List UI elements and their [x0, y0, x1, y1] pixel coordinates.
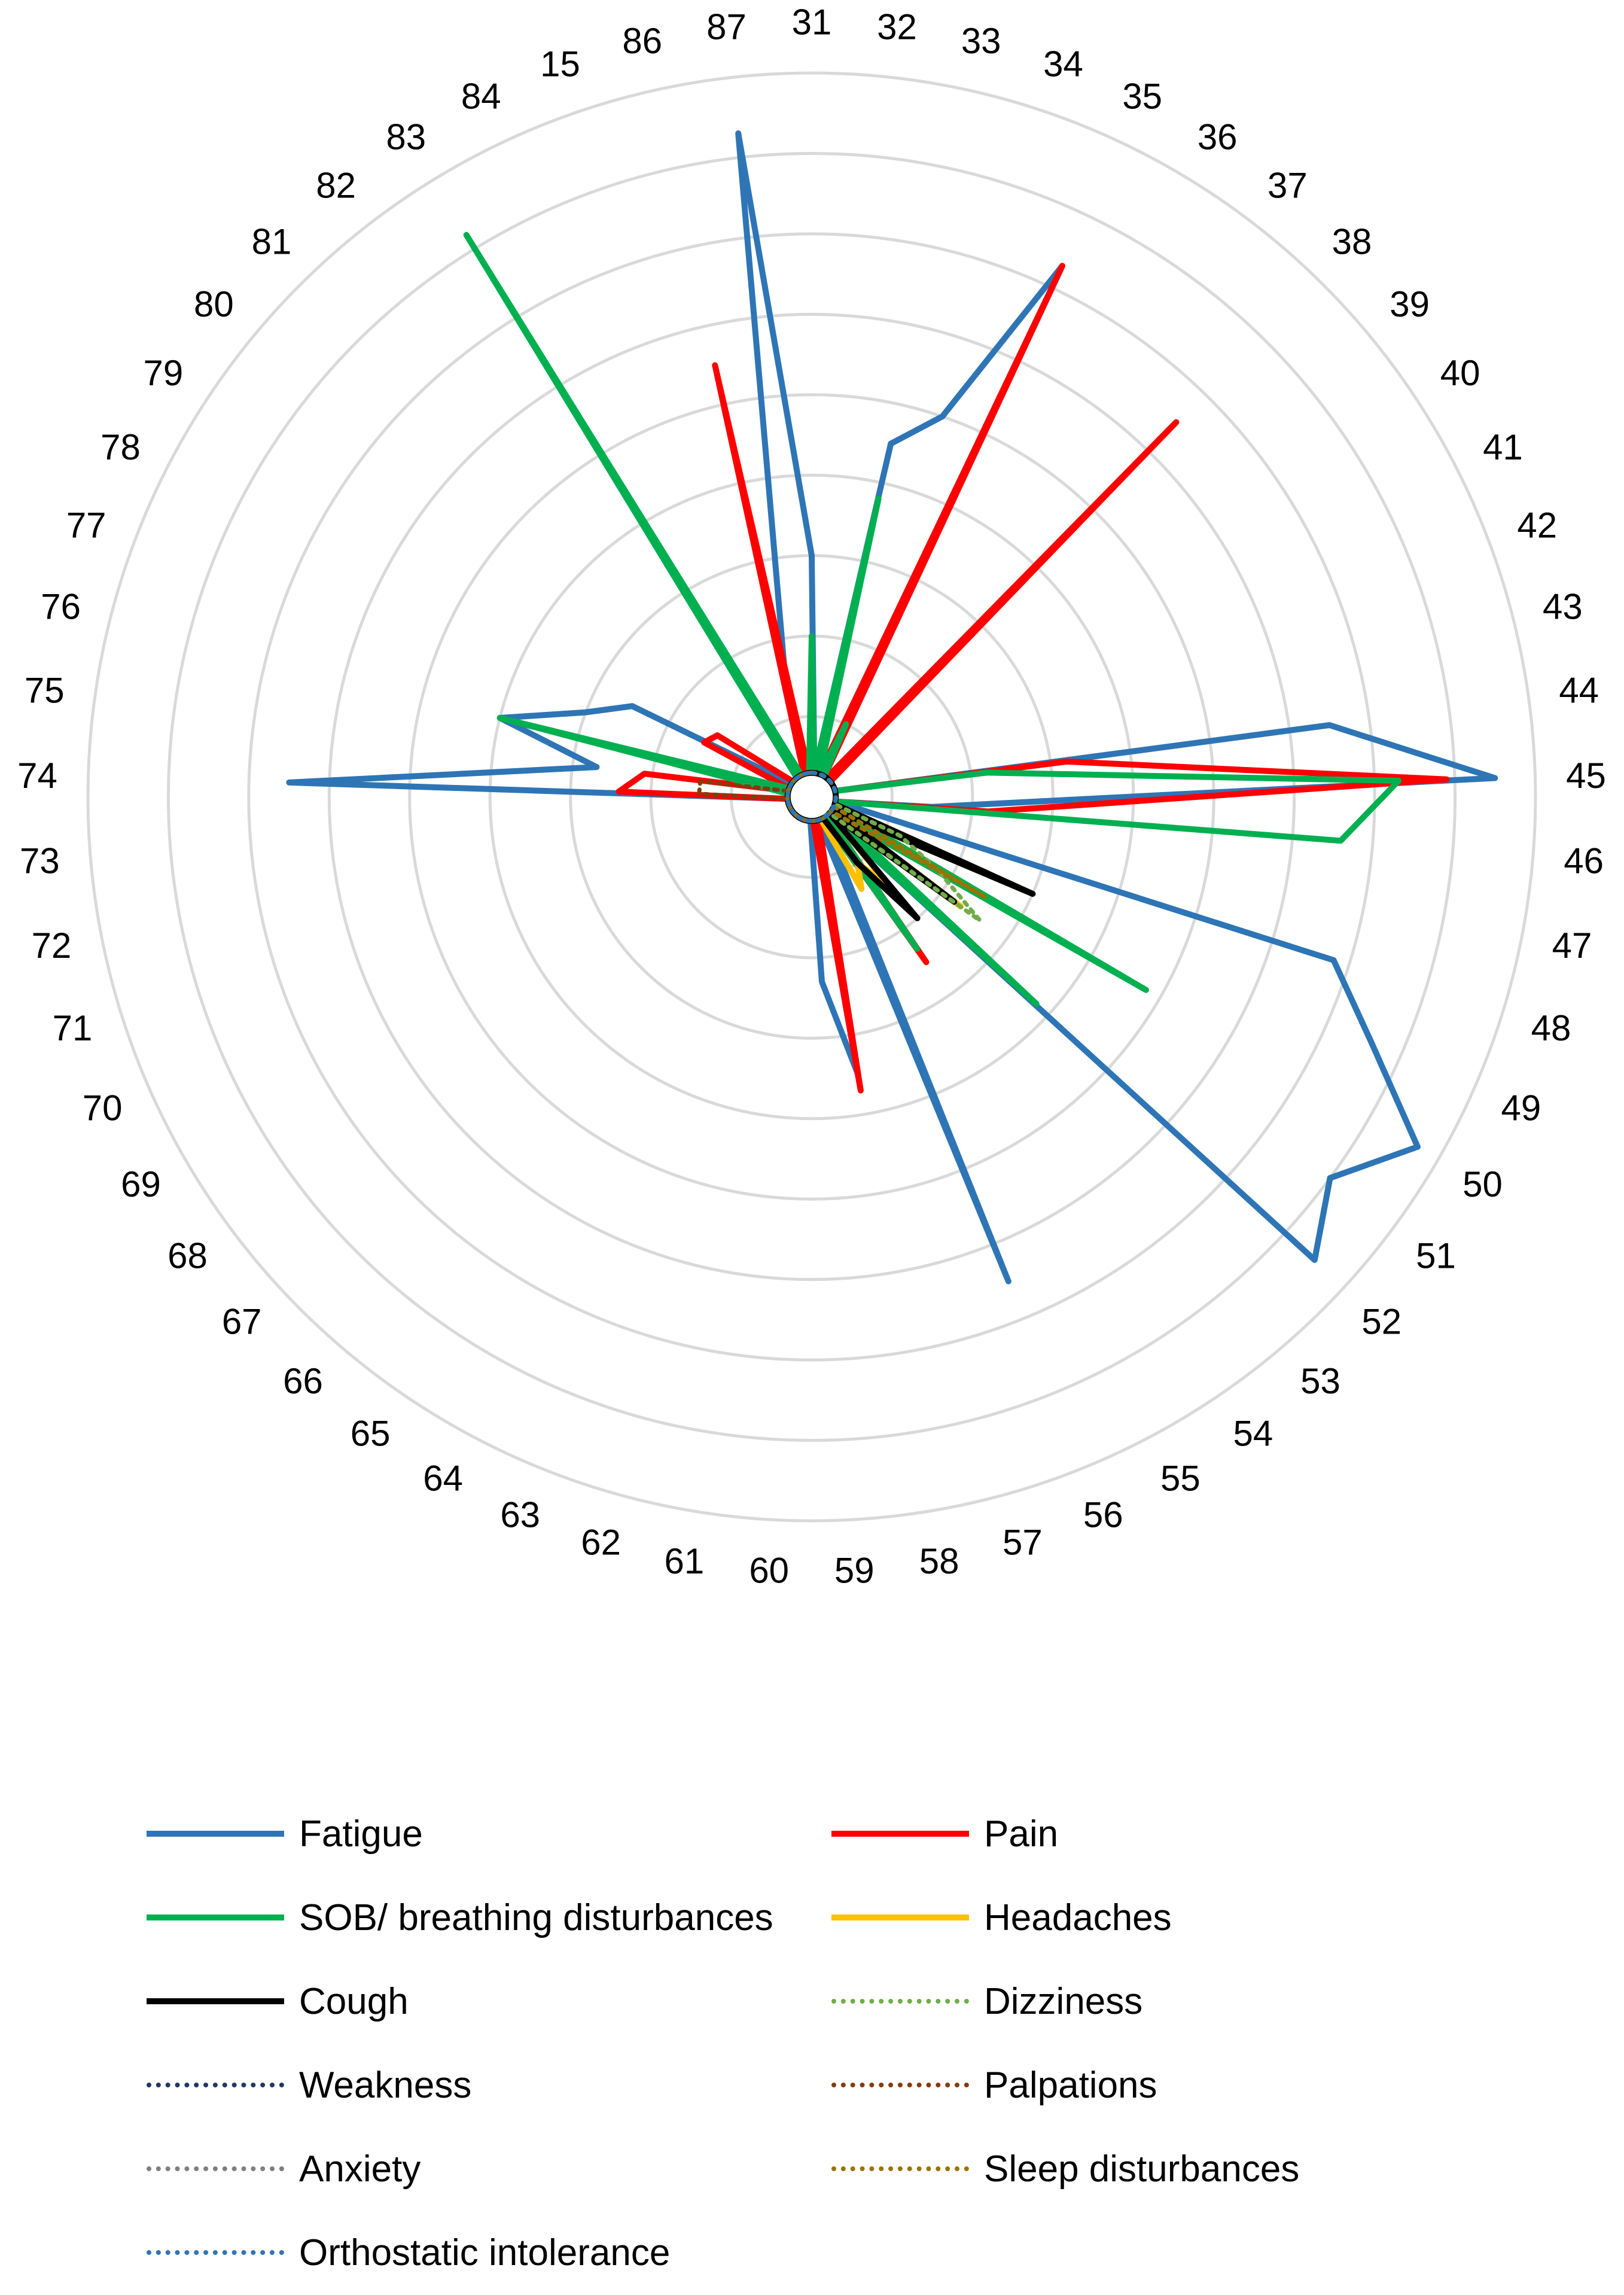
legend-swatch [831, 2083, 969, 2087]
axis-label: 50 [1462, 1164, 1503, 1204]
axis-label: 37 [1267, 166, 1308, 206]
legend-label: Palpations [984, 2064, 1157, 2106]
axis-label: 56 [1083, 1495, 1123, 1535]
legend-label: Dizziness [984, 1980, 1143, 2022]
legend-label: Headaches [984, 1897, 1172, 1938]
axis-label: 57 [1003, 1523, 1043, 1563]
axis-label: 35 [1122, 76, 1162, 116]
axis-label: 36 [1198, 117, 1238, 157]
legend-swatch [831, 1999, 969, 2004]
legend-swatch [147, 2166, 284, 2171]
axis-label: 67 [222, 1302, 262, 1342]
axis-label: 41 [1483, 427, 1523, 467]
axis-label: 83 [386, 117, 426, 157]
legend-swatch [831, 1914, 969, 1920]
legend-item: Fatigue [147, 1810, 423, 1858]
legend-item: Palpations [831, 2061, 1157, 2109]
axis-label: 78 [100, 427, 141, 467]
axis-label: 52 [1361, 1302, 1401, 1342]
axis-label: 76 [41, 587, 81, 627]
axis-label: 64 [423, 1458, 463, 1498]
axis-label: 45 [1566, 756, 1606, 796]
legend-swatch [831, 2166, 969, 2171]
axis-label: 34 [1043, 44, 1083, 84]
axis-label: 80 [194, 284, 234, 324]
axis-label: 60 [749, 1551, 789, 1591]
legend-item: Sleep disturbances [831, 2145, 1299, 2193]
axis-label: 58 [919, 1541, 959, 1581]
legend-item: Pain [831, 1810, 1058, 1858]
legend-swatch [831, 1831, 969, 1837]
axis-label: 32 [877, 7, 917, 47]
axis-label: 75 [25, 671, 65, 711]
axis-label: 68 [167, 1235, 208, 1276]
axis-label: 42 [1517, 505, 1557, 545]
axis-label: 48 [1531, 1008, 1571, 1048]
axis-label: 47 [1552, 926, 1592, 966]
legend-label: Orthostatic intolerance [299, 2232, 671, 2273]
axis-label: 40 [1440, 353, 1480, 393]
axis-label: 33 [961, 21, 1001, 61]
axis-label: 31 [792, 2, 832, 42]
axis-label: 15 [540, 44, 580, 84]
axis-label: 73 [20, 841, 60, 881]
axis-label: 53 [1300, 1361, 1340, 1401]
radar-grid [86, 71, 1537, 1523]
axis-label: 82 [316, 166, 356, 206]
axis-label: 54 [1233, 1414, 1273, 1454]
grid-ring [247, 232, 1376, 1362]
grid-ring [86, 71, 1537, 1523]
legend-swatch [147, 1831, 284, 1837]
legend-swatch [147, 1914, 284, 1920]
legend-item: Anxiety [147, 2145, 421, 2193]
axis-label: 66 [283, 1361, 323, 1401]
legend-label: Fatigue [299, 1813, 423, 1855]
legend-label: Weakness [299, 2064, 472, 2106]
axis-label: 63 [500, 1495, 540, 1535]
axis-label: 44 [1559, 671, 1599, 711]
legend-swatch [147, 1998, 284, 2004]
axis-label: 84 [461, 76, 501, 116]
axis-label: 46 [1564, 841, 1604, 881]
axis-label: 43 [1543, 587, 1583, 627]
legend-label: Cough [299, 1980, 409, 2022]
legend-item: Orthostatic intolerance [147, 2229, 670, 2276]
series-layer [286, 130, 1498, 1285]
legend-item: Weakness [147, 2061, 471, 2109]
axis-label: 39 [1390, 284, 1430, 324]
axis-label: 51 [1416, 1235, 1456, 1276]
legend-item: Headaches [831, 1894, 1172, 1941]
series-line-orthostatic-intolerance [785, 771, 838, 823]
axis-label: 61 [665, 1541, 705, 1581]
axis-label: 71 [53, 1008, 93, 1048]
legend-item: Dizziness [831, 1977, 1142, 2025]
axis-label: 74 [17, 756, 57, 796]
axis-label: 59 [834, 1551, 875, 1591]
axis-label: 70 [83, 1088, 123, 1128]
legend-label: Sleep disturbances [984, 2148, 1300, 2190]
axis-label: 65 [351, 1414, 391, 1454]
axis-label: 86 [622, 21, 662, 61]
legend-label: Pain [984, 1813, 1059, 1855]
axis-label: 81 [252, 221, 292, 261]
axis-label: 55 [1160, 1458, 1201, 1498]
axis-label: 38 [1332, 221, 1372, 261]
legend-swatch [147, 2083, 284, 2087]
grid-ring [327, 312, 1296, 1282]
axis-label: 62 [581, 1523, 621, 1563]
legend-swatch [147, 2250, 284, 2255]
axis-label: 79 [144, 353, 184, 393]
legend-label: SOB/ breathing disturbances [299, 1897, 773, 1938]
grid-ring [166, 151, 1457, 1442]
axis-label: 49 [1501, 1088, 1541, 1128]
legend-item: Cough [147, 1977, 409, 2025]
legend-label: Anxiety [299, 2148, 421, 2190]
legend-item: SOB/ breathing disturbances [147, 1894, 773, 1941]
axis-label: 72 [32, 926, 72, 966]
axis-label: 69 [121, 1164, 161, 1204]
axis-label: 77 [66, 505, 106, 545]
axis-label: 87 [706, 7, 747, 47]
